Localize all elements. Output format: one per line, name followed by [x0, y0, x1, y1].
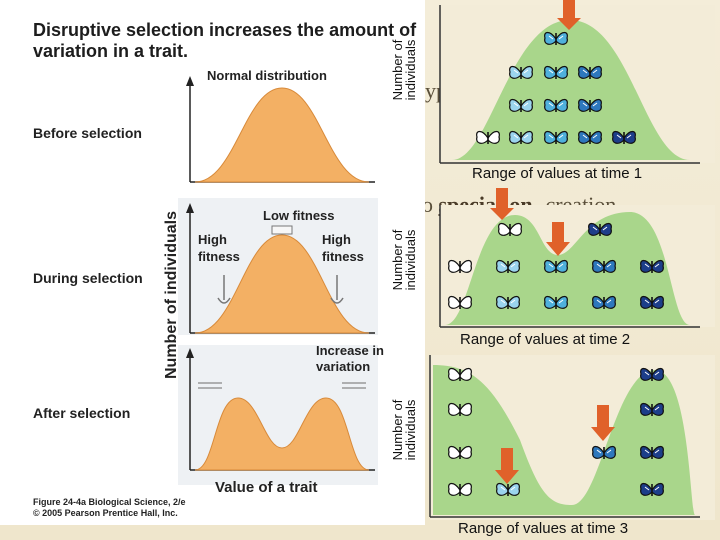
label-normal-distribution: Normal distribution	[207, 68, 327, 83]
graph-before	[186, 76, 375, 183]
label-value-of-trait: Value of a trait	[215, 479, 318, 496]
panel-time-1	[439, 5, 715, 164]
panel2-x-axis-label: Range of values at time 2	[460, 331, 631, 348]
row-label-during: During selection	[33, 270, 143, 286]
panel1-distribution	[452, 20, 690, 160]
label-high-fitness-right: High fitness	[322, 232, 364, 264]
arrows	[490, 0, 615, 484]
label-low-fitness: Low fitness	[263, 208, 335, 223]
bimodal-curve	[194, 397, 370, 471]
panel-time-3	[429, 355, 715, 520]
figure-title: Disruptive selection increases the amoun…	[33, 20, 417, 61]
panel3-x-axis-label: Range of values at time 3	[458, 520, 629, 537]
arrow-panel3-right	[591, 405, 615, 441]
graph-after	[178, 345, 378, 485]
figure-credit: Figure 24-4a Biological Science, 2/e © 2…	[33, 497, 186, 518]
panel-time-2	[439, 205, 715, 328]
label-increase-in-variation: Increase in variation	[316, 343, 384, 374]
normal-curve	[194, 87, 370, 183]
arrow-panel1	[557, 0, 581, 30]
row-label-after: After selection	[33, 405, 131, 421]
arrow-panel2-left	[490, 188, 514, 220]
selection-curve	[194, 234, 370, 334]
panel1-x-axis-label: Range of values at time 1	[472, 165, 643, 182]
panel2-y-axis-label: Number of individuals	[390, 229, 418, 291]
arrow-panel2-mid	[546, 222, 570, 256]
row-label-before: Before selection	[33, 125, 142, 141]
arrow-panel3-left	[495, 448, 519, 484]
label-high-fitness-left: High fitness	[198, 232, 240, 264]
panel1-y-axis-label: Number of individuals	[390, 39, 418, 101]
panel3-distribution	[433, 365, 695, 515]
panel3-y-axis-label: Number of individuals	[390, 399, 418, 461]
graph-during	[178, 198, 378, 335]
